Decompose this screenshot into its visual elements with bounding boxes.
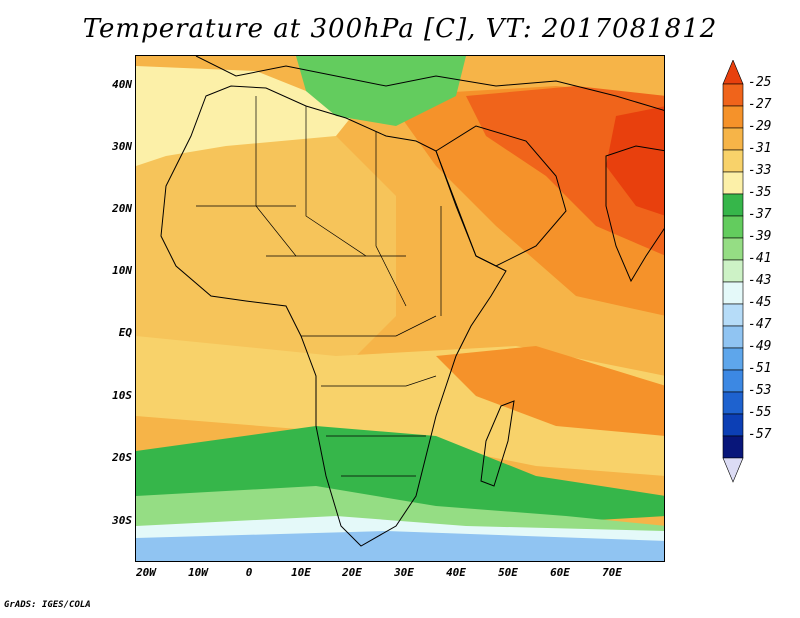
colorbar-segment xyxy=(722,83,744,107)
lat-label-EQ: EQ xyxy=(118,326,132,339)
band-iran-hottest xyxy=(606,106,664,216)
lon-label-10E: 10E xyxy=(291,566,311,579)
country-borders xyxy=(196,96,442,477)
lon-label-40E: 40E xyxy=(446,566,466,579)
colorbar-tick-label: -51 xyxy=(748,361,772,376)
lat-label-40N: 40N xyxy=(112,78,132,91)
colorbar-tick-label: -55 xyxy=(748,405,772,420)
lon-label-70E: 70E xyxy=(602,566,622,579)
colorbar-segment xyxy=(722,259,744,283)
lat-label-20S: 20S xyxy=(112,451,132,464)
chart-title: Temperature at 300hPa [C], VT: 201708181… xyxy=(82,14,718,44)
band-southern-blue xyxy=(136,531,664,561)
colorbar-segment xyxy=(722,171,744,195)
colorbar-segment xyxy=(722,127,744,151)
colorbar-segment xyxy=(722,435,744,459)
lon-label-50E: 50E xyxy=(498,566,518,579)
colorbar-segment xyxy=(722,325,744,349)
colorbar-bottom-arrow xyxy=(722,457,744,483)
colorbar-segment xyxy=(722,413,744,437)
colorbar-segment xyxy=(722,281,744,305)
india-outline xyxy=(605,145,664,283)
colorbar-tick-label: -43 xyxy=(748,273,772,288)
colorbar-segment xyxy=(722,391,744,415)
lat-label-20N: 20N xyxy=(112,202,132,215)
arabia-outline xyxy=(435,125,567,267)
grads-credit: GrADS: IGES/COLA xyxy=(4,600,91,610)
colorbar-segment xyxy=(722,237,744,261)
band-mediterranean-green xyxy=(296,56,466,126)
lat-label-10N: 10N xyxy=(112,264,132,277)
colorbar-tick-label: -41 xyxy=(748,251,772,266)
map-canvas xyxy=(136,56,664,561)
colorbar-tick-label: -37 xyxy=(748,207,772,222)
colorbar-segment xyxy=(722,369,744,393)
colorbar-segment xyxy=(722,105,744,129)
colorbar-tick-label: -27 xyxy=(748,97,772,112)
colorbar-segment xyxy=(722,347,744,371)
lon-label-20W: 20W xyxy=(136,566,156,579)
colorbar-segment xyxy=(722,215,744,239)
lon-label-20E: 20E xyxy=(342,566,362,579)
lat-label-10S: 10S xyxy=(112,389,132,402)
lat-label-30S: 30S xyxy=(112,514,132,527)
eurasia-coastline xyxy=(195,56,664,111)
madagascar-outline xyxy=(480,400,515,487)
band-north-africa-warm xyxy=(136,96,396,396)
colorbar-tick-label: -45 xyxy=(748,295,772,310)
band-north-cool xyxy=(136,66,356,166)
lon-label-10W: 10W xyxy=(188,566,208,579)
colorbar-tick-label: -57 xyxy=(748,427,772,442)
colorbar-top-arrow xyxy=(722,60,744,85)
colorbar-tick-label: -47 xyxy=(748,317,772,332)
lat-label-30N: 30N xyxy=(112,140,132,153)
colorbar-tick-label: -35 xyxy=(748,185,772,200)
lon-label-60E: 60E xyxy=(550,566,570,579)
colorbar-tick-label: -39 xyxy=(748,229,772,244)
colorbar-tick-label: -31 xyxy=(748,141,772,156)
colorbar-segment xyxy=(722,193,744,217)
colorbar-tick-label: -33 xyxy=(748,163,772,178)
temperature-map xyxy=(135,55,665,562)
colorbar-segment xyxy=(722,149,744,173)
colorbar xyxy=(722,60,744,483)
colorbar-tick-label: -25 xyxy=(748,75,772,90)
colorbar-tick-label: -29 xyxy=(748,119,772,134)
africa-coastline xyxy=(160,85,507,547)
colorbar-segment xyxy=(722,303,744,327)
colorbar-tick-label: -49 xyxy=(748,339,772,354)
lon-label-30E: 30E xyxy=(394,566,414,579)
band-south-orange xyxy=(436,346,664,436)
lon-label-0: 0 xyxy=(245,566,253,579)
colorbar-tick-label: -53 xyxy=(748,383,772,398)
